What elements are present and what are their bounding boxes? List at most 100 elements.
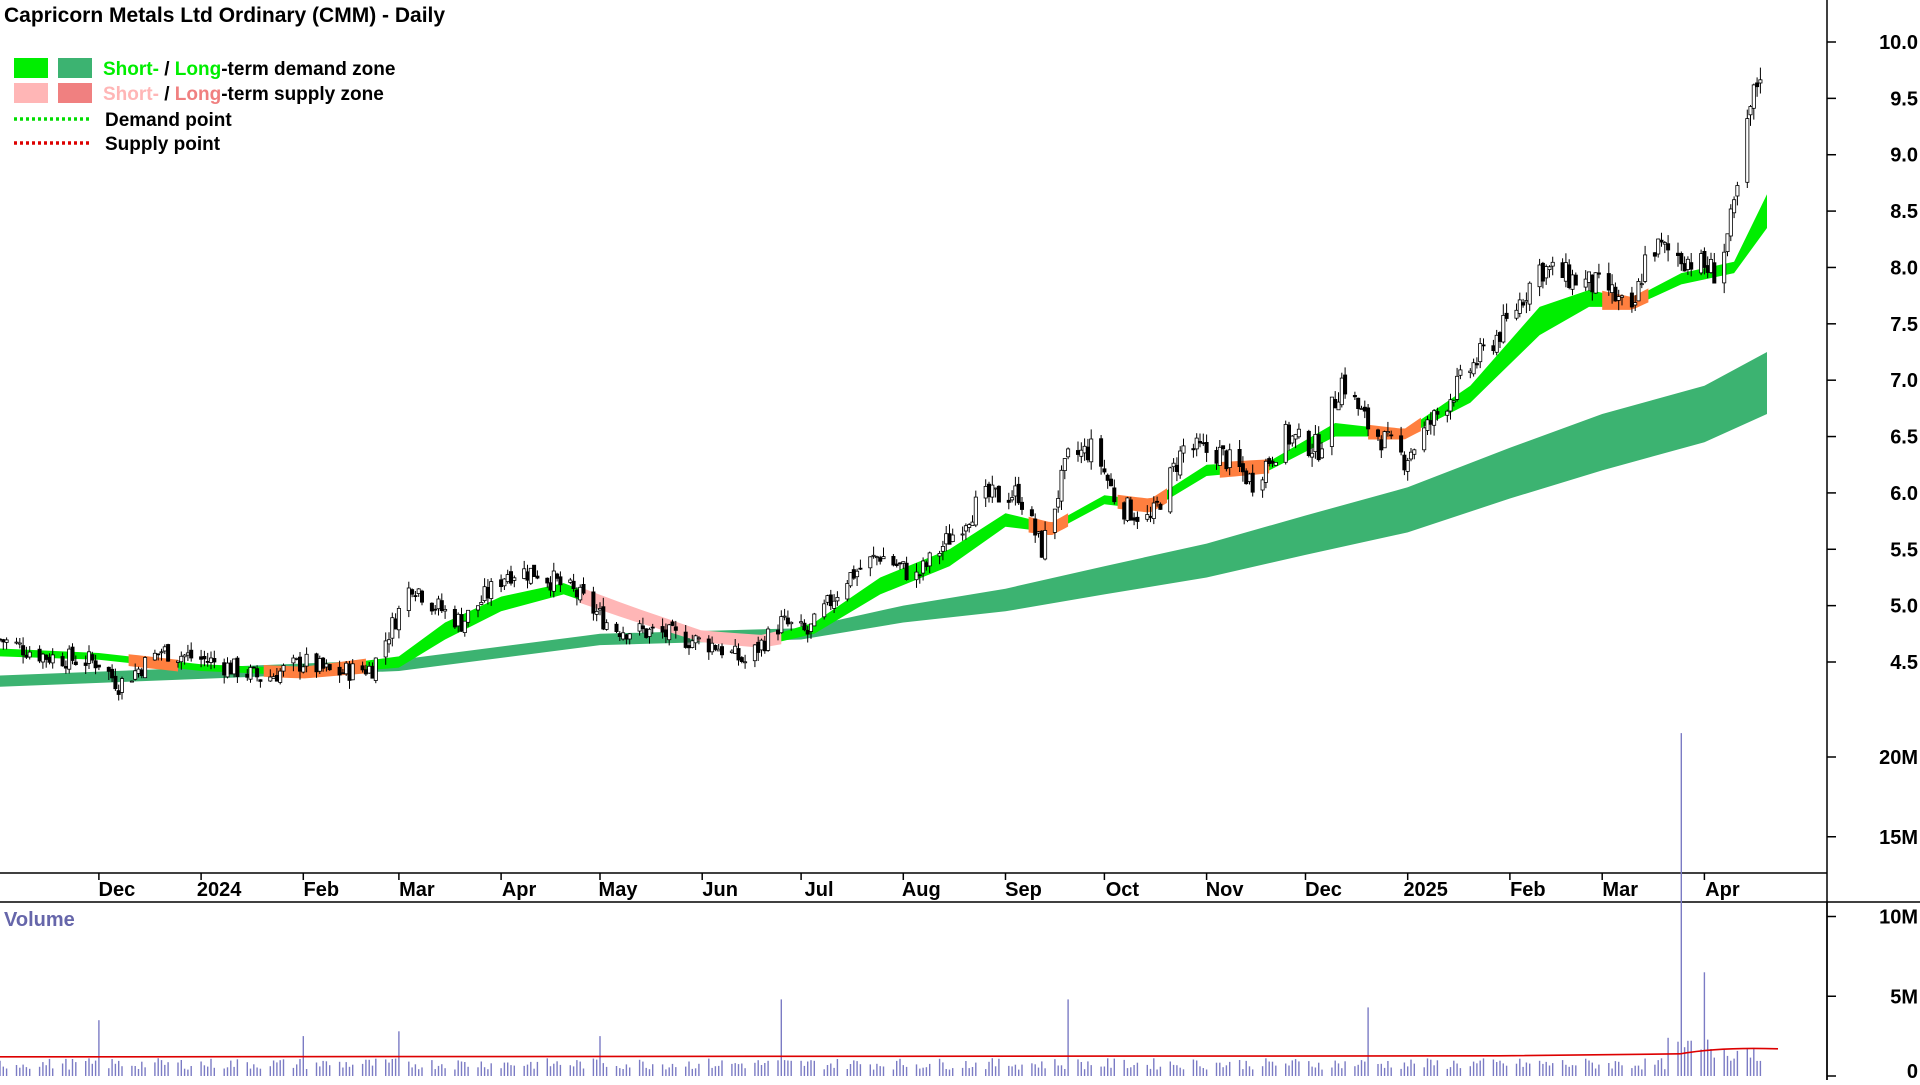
candle-body <box>1244 470 1249 485</box>
candle <box>1412 448 1417 460</box>
candle-body <box>947 533 952 545</box>
candle <box>1020 497 1025 515</box>
candle-body <box>621 632 626 640</box>
candle <box>258 679 263 688</box>
candle-body <box>1112 487 1117 503</box>
candle-body <box>1712 262 1717 284</box>
candle-body <box>304 653 309 667</box>
candle-body <box>1214 449 1219 464</box>
candle-body <box>1732 199 1737 214</box>
candle-body <box>1109 478 1114 487</box>
candle-body <box>983 485 988 499</box>
time-tick-label: Dec <box>1305 879 1342 901</box>
candle <box>660 618 665 639</box>
candle-body <box>1385 431 1390 434</box>
candle <box>120 676 125 700</box>
candle-body <box>175 660 180 663</box>
candle-body <box>1702 250 1707 268</box>
candle <box>1217 440 1222 466</box>
candle-body <box>1221 445 1226 450</box>
candle-body <box>1491 345 1496 352</box>
candle-body <box>162 646 167 652</box>
candle <box>1435 407 1440 421</box>
candle-body <box>548 582 553 591</box>
candle <box>1689 253 1694 277</box>
candle-body <box>185 652 190 656</box>
candle <box>1702 247 1707 275</box>
candle-body <box>901 561 906 564</box>
candle <box>212 650 217 669</box>
candle-body <box>1227 449 1232 468</box>
candle-body <box>1135 516 1140 522</box>
candle-body <box>535 575 540 579</box>
candle-body <box>1237 448 1242 467</box>
candle-body <box>1590 274 1595 293</box>
candle-body <box>439 600 444 612</box>
supply-band-0 <box>128 654 178 672</box>
candle <box>67 645 72 674</box>
candle <box>555 572 560 582</box>
volume-bars <box>0 733 1779 1076</box>
candle <box>1059 465 1064 510</box>
candle <box>894 559 899 568</box>
candle-body <box>1540 262 1545 282</box>
candle-body <box>1316 434 1321 461</box>
candle <box>278 668 283 685</box>
candle-body <box>1336 401 1341 411</box>
candle <box>1389 430 1394 440</box>
candle <box>736 643 741 666</box>
candle-body <box>1501 314 1506 343</box>
long-demand-band <box>0 352 1767 687</box>
candle <box>673 620 678 639</box>
candle-body <box>116 690 121 695</box>
candle-body <box>344 662 349 675</box>
time-tick-label: Jul <box>805 879 834 901</box>
candle-body <box>1616 296 1621 301</box>
candle <box>1725 233 1730 257</box>
axis-ticks: 4.5 5.0 5.5 6.0 6.5 7.0 7.5 8.0 8.5 9.0 9.5 10.0 Dec… <box>98 32 1918 1083</box>
volume-tick-label: 5M <box>1890 986 1918 1008</box>
candle <box>1573 272 1578 286</box>
candle-body <box>1758 79 1763 84</box>
candle-body <box>179 655 184 663</box>
candle-body <box>1339 377 1344 406</box>
candle-body <box>1633 302 1638 306</box>
candle-body <box>1293 434 1298 440</box>
candle-body <box>110 668 115 679</box>
candle-body <box>528 567 533 584</box>
candle-body <box>1158 503 1163 510</box>
candle <box>937 550 942 565</box>
candle-body <box>390 617 395 639</box>
candle-body <box>627 633 632 640</box>
candle-body <box>693 635 698 644</box>
candle-body <box>1422 427 1427 451</box>
candle <box>14 637 19 645</box>
supply-band-3 <box>1028 513 1069 535</box>
candle-body <box>499 579 504 587</box>
candle <box>1547 265 1552 278</box>
candle <box>1352 391 1357 400</box>
candle <box>235 656 240 683</box>
candle-body <box>1102 468 1107 473</box>
candle <box>1273 461 1278 466</box>
time-tick-label: 2024 <box>197 879 242 901</box>
candle-body <box>1573 274 1578 286</box>
candle <box>973 490 978 528</box>
candle <box>683 625 688 649</box>
candle <box>1494 329 1499 356</box>
candle <box>248 664 253 683</box>
candle <box>627 633 632 645</box>
candle <box>1699 249 1704 276</box>
candle-body <box>1204 441 1209 453</box>
candle-body <box>578 586 583 601</box>
candle <box>406 581 411 618</box>
candle-body <box>1270 460 1275 464</box>
candle-body <box>667 624 672 641</box>
candle-body <box>1593 272 1598 294</box>
candle-body <box>525 571 530 581</box>
price-tick-label: 4.5 <box>1890 652 1918 674</box>
candle-body <box>1178 450 1183 476</box>
candle <box>1198 433 1203 448</box>
candle <box>1620 294 1625 306</box>
